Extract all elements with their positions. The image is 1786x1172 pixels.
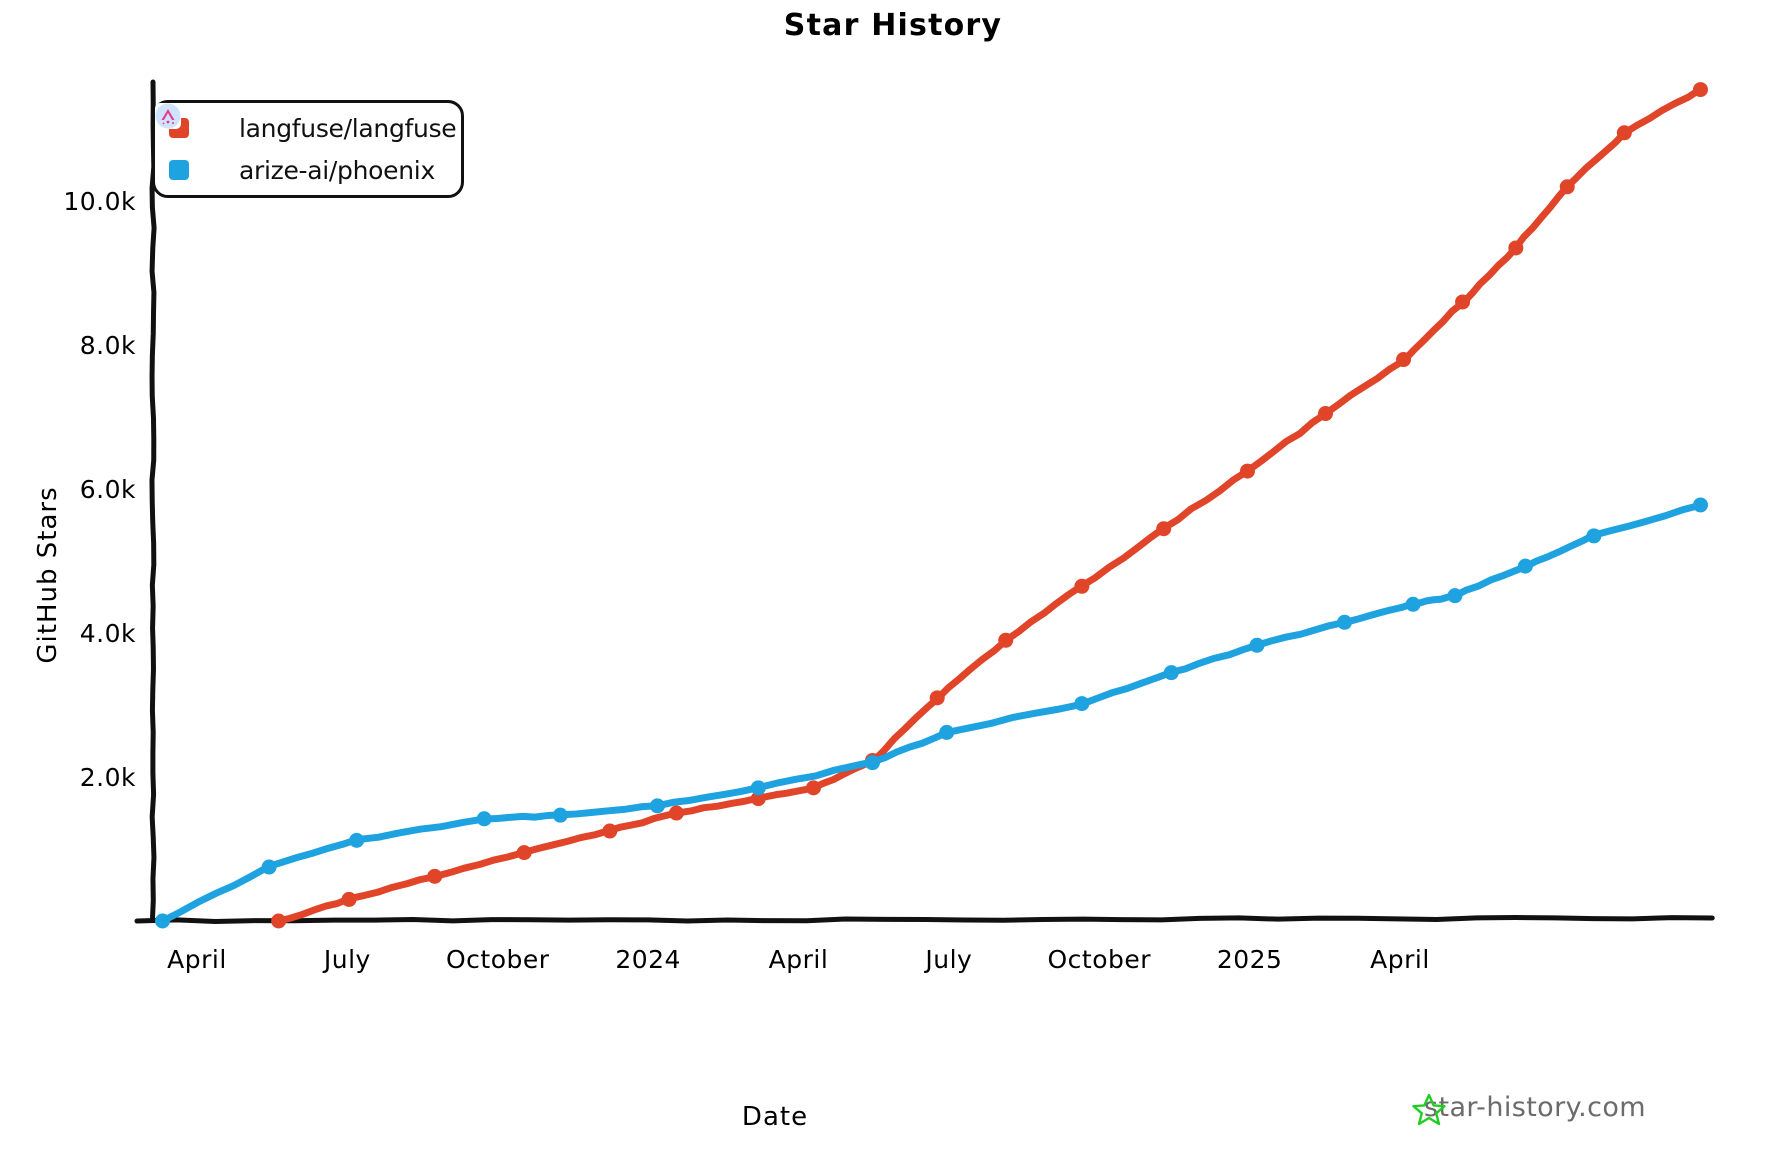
data-point[interactable] — [1692, 497, 1708, 513]
data-point[interactable] — [155, 913, 171, 929]
data-point[interactable] — [1156, 521, 1172, 537]
data-point[interactable] — [1074, 578, 1090, 594]
data-point[interactable] — [1447, 588, 1463, 604]
chart-legend[interactable]: langfuse/langfuse arize-ai/phoenix — [152, 100, 464, 198]
x-tick-label: April — [769, 945, 829, 974]
x-tick-label: 2025 — [1217, 945, 1283, 974]
legend-label-langfuse: langfuse/langfuse — [239, 113, 457, 143]
x-tick-label: April — [167, 945, 227, 974]
y-tick-label: 4.0k — [80, 619, 136, 648]
y-axis-title: GitHub Stars — [33, 486, 63, 663]
data-point[interactable] — [1517, 558, 1533, 574]
legend-item-langfuse[interactable]: langfuse/langfuse — [155, 103, 457, 146]
data-point[interactable] — [1239, 463, 1255, 479]
data-point[interactable] — [271, 913, 287, 929]
data-point[interactable] — [1318, 406, 1334, 422]
series-line-0 — [275, 85, 1705, 925]
data-point[interactable] — [998, 632, 1014, 648]
data-point[interactable] — [427, 868, 443, 884]
axis-line — [134, 915, 1715, 924]
axis-lines — [134, 79, 1715, 924]
data-point[interactable] — [602, 823, 618, 839]
data-point[interactable] — [476, 811, 492, 827]
data-point[interactable] — [341, 891, 357, 907]
legend-label-phoenix: arize-ai/phoenix — [239, 155, 435, 185]
data-point[interactable] — [1396, 352, 1412, 368]
data-point[interactable] — [668, 805, 684, 821]
data-point[interactable] — [1586, 528, 1602, 544]
langfuse-avatar-icon — [155, 103, 227, 141]
x-tick-label: July — [923, 945, 972, 974]
data-point[interactable] — [939, 724, 955, 740]
data-point[interactable] — [1692, 82, 1708, 98]
data-point[interactable] — [516, 845, 532, 861]
data-point[interactable] — [261, 859, 277, 875]
data-point[interactable] — [1249, 637, 1265, 653]
y-tick-label: 6.0k — [80, 475, 136, 504]
x-tick-label: July — [322, 945, 371, 974]
legend-color-swatch — [169, 160, 189, 180]
y-tick-label: 8.0k — [80, 331, 136, 360]
data-point[interactable] — [349, 832, 365, 848]
data-point[interactable] — [750, 791, 766, 807]
y-tick-label: 2.0k — [80, 763, 136, 792]
y-tick-label: 10.0k — [63, 187, 136, 216]
series-layer — [155, 82, 1708, 929]
data-point[interactable] — [805, 780, 821, 796]
phoenix-avatar-icon — [155, 103, 227, 183]
data-point[interactable] — [1508, 240, 1524, 256]
star-history-footer[interactable]: star-history.com — [1412, 1092, 1646, 1126]
series-line-1 — [159, 501, 1705, 925]
x-axis-tick-labels: April July October 2024 April July October 2025… — [167, 945, 1430, 974]
data-point[interactable] — [1559, 179, 1575, 195]
data-point[interactable] — [649, 798, 665, 814]
data-point[interactable] — [1074, 696, 1090, 712]
data-point[interactable] — [1405, 596, 1421, 612]
data-point[interactable] — [552, 807, 568, 823]
data-point[interactable] — [750, 780, 766, 796]
chart-title: Star History — [783, 8, 1003, 43]
x-tick-label: 2024 — [615, 945, 681, 974]
data-point[interactable] — [929, 690, 945, 706]
data-point[interactable] — [1455, 294, 1471, 310]
footer-brand-text: star-history.com — [1424, 1092, 1646, 1123]
data-point[interactable] — [864, 755, 880, 771]
x-tick-label: October — [446, 945, 550, 974]
data-point[interactable] — [1163, 665, 1179, 681]
axis-line — [149, 79, 157, 923]
data-point[interactable] — [1616, 125, 1632, 141]
legend-item-phoenix[interactable]: arize-ai/phoenix — [155, 103, 447, 188]
x-tick-label: October — [1047, 945, 1151, 974]
data-point[interactable] — [1337, 614, 1353, 630]
y-axis-tick-labels: 2.0k 4.0k 6.0k 8.0k 10.0k — [63, 187, 136, 792]
x-tick-label: April — [1370, 945, 1430, 974]
x-axis-title: Date — [742, 1102, 808, 1132]
